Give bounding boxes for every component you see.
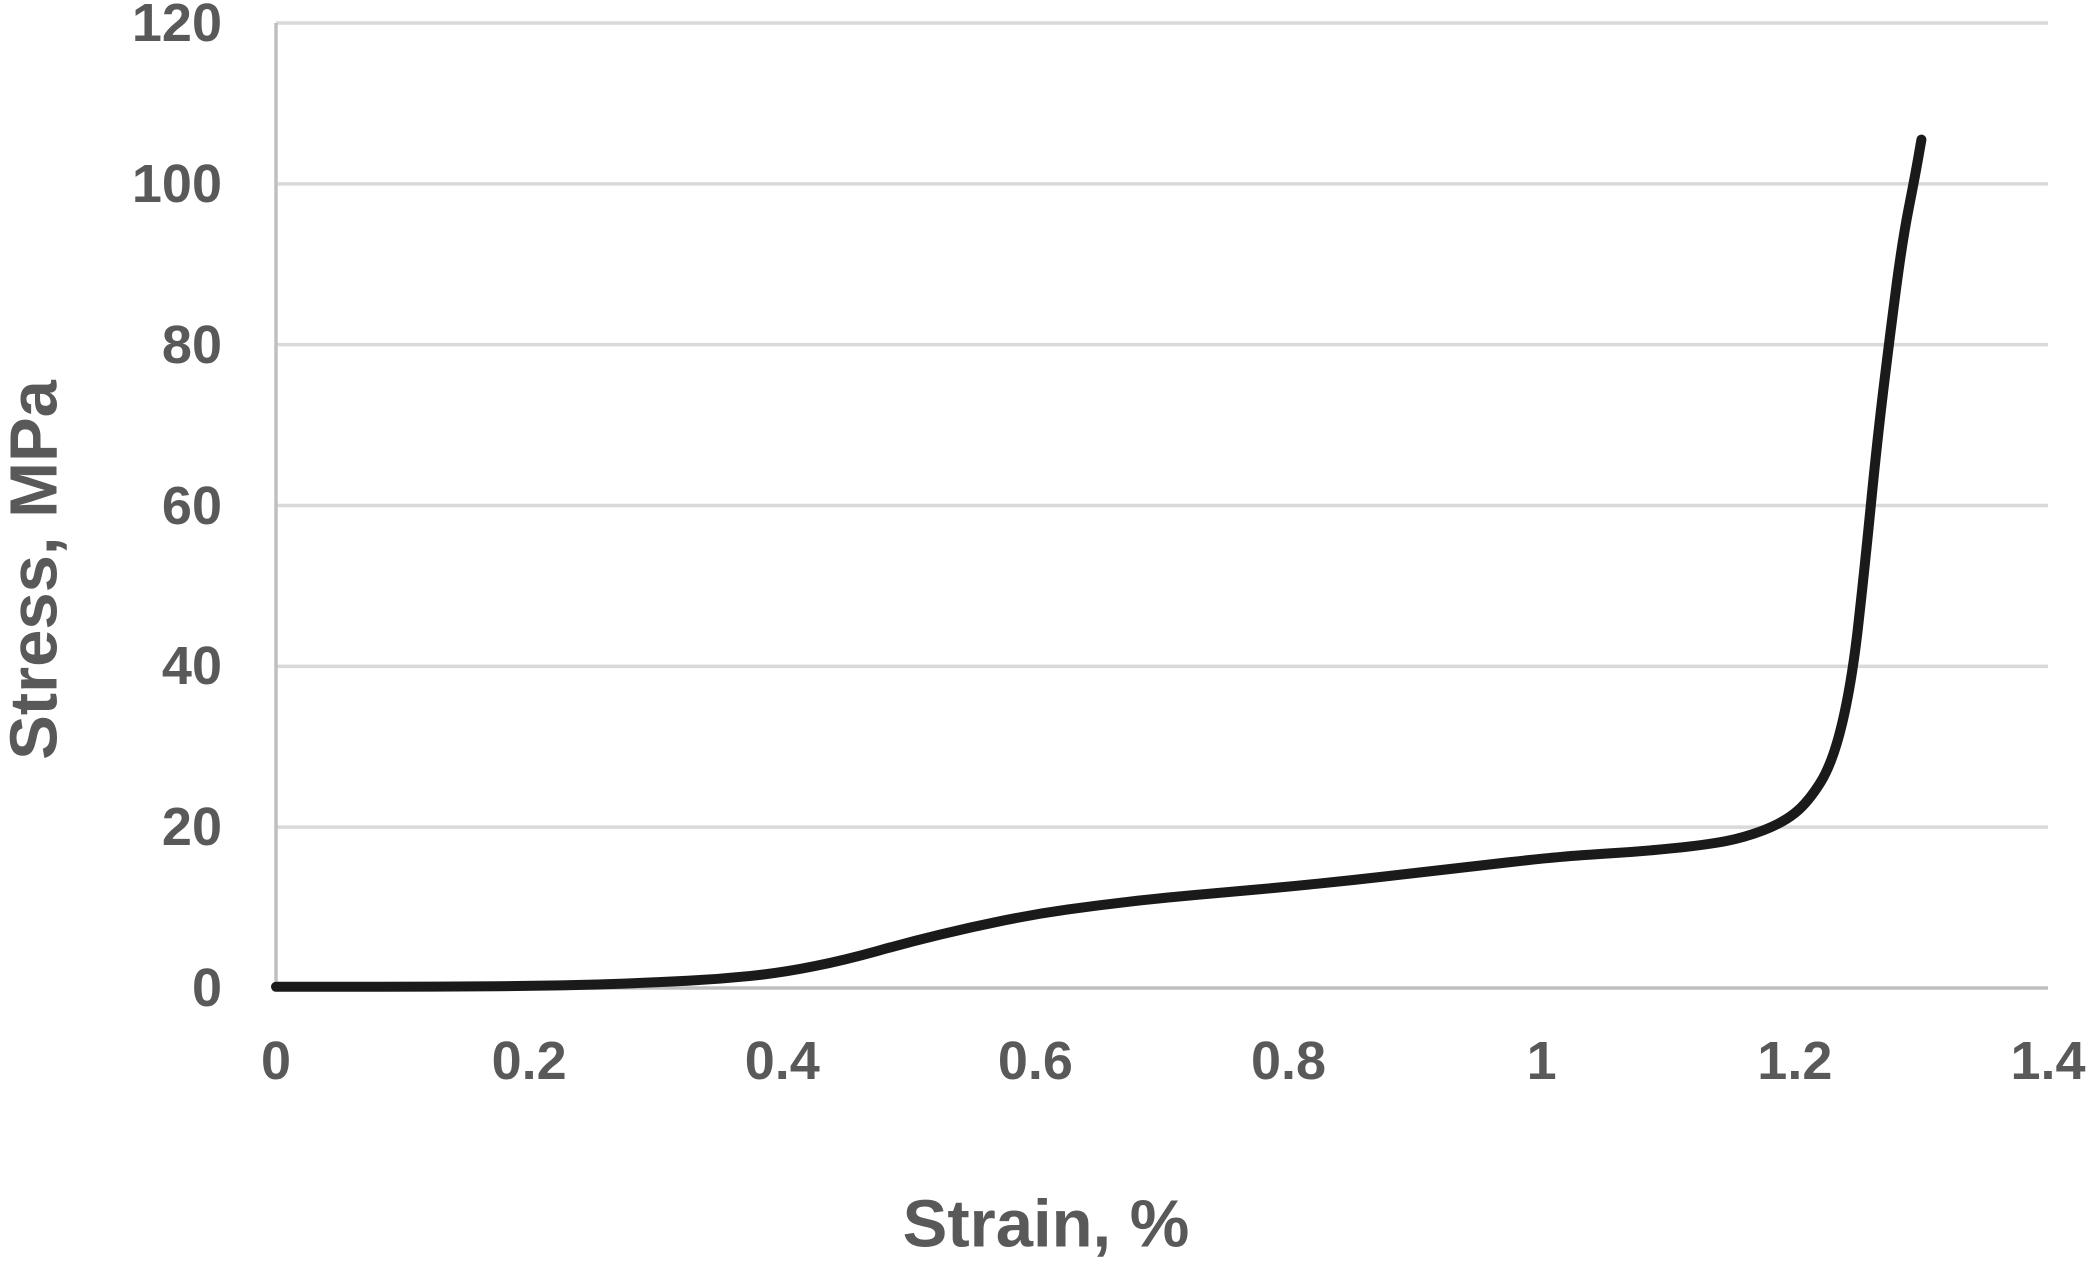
y-tick-label: 120 [131,0,222,53]
y-axis-title: Stress, MPa [0,380,72,760]
curve-stress-strain-curve [271,134,1927,992]
x-tick-label: 1 [1526,1031,1557,1091]
y-tick-label: 100 [131,153,222,214]
x-tick-label: 0.8 [1251,1031,1327,1091]
x-tick-label: 1.4 [2010,1031,2086,1091]
y-tick-label: 80 [161,314,222,375]
x-tick-label: 0.6 [997,1031,1073,1091]
y-tick-label: 20 [161,797,222,858]
y-tick-label: 60 [161,475,222,536]
x-tick-label: 0 [260,1031,292,1091]
x-tick-label: 1.2 [1757,1031,1833,1091]
y-tick-label: 0 [191,958,222,1018]
x-axis-title: Strain, % [902,1186,1190,1262]
x-tick-label: 0.4 [744,1031,820,1091]
x-tick-label: 0.2 [491,1031,567,1091]
y-tick-label: 40 [161,636,222,697]
